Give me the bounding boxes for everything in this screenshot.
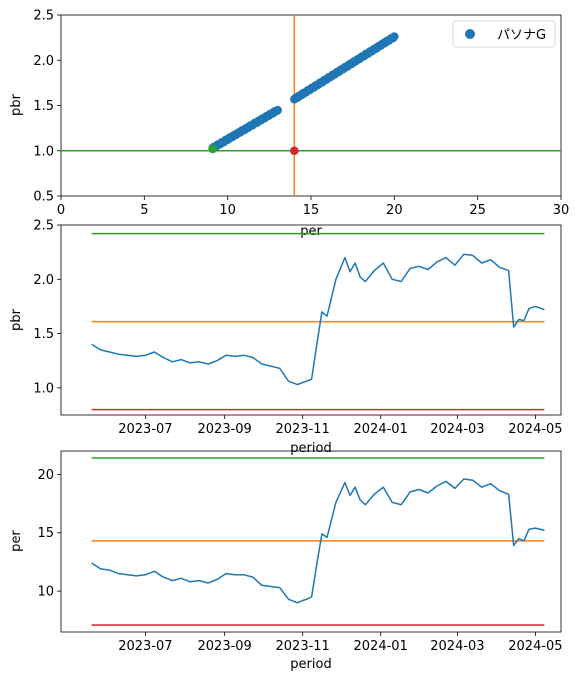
scatter-legend: パソナG [452,20,556,48]
y-tick-label: 0.5 [33,190,54,205]
scatter-point [273,105,282,115]
pbr-axes-frame [60,224,562,416]
legend-marker [465,29,475,39]
x-tick-label: 10 [219,203,236,218]
x-tick-label: 0 [57,203,65,218]
y-tick-label: 1.0 [33,144,54,159]
per-line [91,478,545,604]
legend-box [452,20,556,48]
scatter-point [390,32,399,41]
y-tick-label: 2.0 [33,54,54,69]
x-tick-label: 2024-05 [508,422,562,437]
marker-green [208,144,217,154]
y-tick-label: 2.5 [33,219,54,234]
x-tick-label: 2023-09 [198,422,252,437]
y-tick-label: 2.5 [33,9,54,24]
per-ylabel: per [9,530,24,552]
per-xlabel: period [290,657,331,672]
pbr-ylabel: pbr [9,308,24,331]
y-tick-label: 10 [37,585,54,600]
scatter-ylabel: pbr [9,93,24,116]
x-tick-label: 2023-07 [118,639,172,654]
pbr-ticks: 2023-07 2023-09 2023-11 2024-01 2024-03 2024-… [33,219,562,438]
per-ticks: 2023-07 2023-09 2023-11 2024-01 2024-03 2024-… [37,468,562,654]
per-axes-frame [60,450,562,633]
x-tick-label: 25 [469,203,486,218]
x-tick-label: 2024-03 [430,639,484,654]
x-tick-label: 2024-03 [430,422,484,437]
x-tick-label: 30 [553,203,570,218]
per-plot-area [91,457,545,626]
y-tick-label: 1.5 [33,99,54,114]
x-tick-label: 2023-11 [276,639,330,654]
y-tick-label: 2.0 [33,273,54,288]
x-tick-label: 20 [386,203,403,218]
pbr-line [91,253,545,386]
y-tick-label: 15 [37,526,54,541]
pbr-panel: 2023-07 2023-09 2023-11 2024-01 2024-03 2024-… [9,219,563,457]
pbr-xlabel: period [290,441,331,456]
scatter-plot-area [61,15,561,196]
x-tick-label: 2023-11 [276,422,330,437]
scatter-ticks: 0 5 10 15 20 25 30 0.5 1.0 1.5 2.0 2.5 [33,9,569,219]
y-tick-label: 20 [37,468,54,483]
marker-red [290,146,299,156]
y-tick-label: 1.5 [33,327,54,342]
x-tick-label: 5 [140,203,148,218]
y-tick-label: 1.0 [33,381,54,396]
x-tick-label: 2024-05 [508,639,562,654]
legend-label: パソナG [497,28,546,43]
x-tick-label: 2024-01 [354,639,408,654]
per-panel: 2023-07 2023-09 2023-11 2024-01 2024-03 2024-… [9,450,563,672]
x-tick-label: 15 [303,203,320,218]
scatter-xlabel: per [300,224,322,239]
scatter-panel: 0 5 10 15 20 25 30 0.5 1.0 1.5 2.0 2.5 per pbr パソナG [9,9,569,240]
pbr-plot-area [91,232,545,411]
x-tick-label: 2024-01 [354,422,408,437]
x-tick-label: 2023-07 [118,422,172,437]
x-tick-label: 2023-09 [198,639,252,654]
